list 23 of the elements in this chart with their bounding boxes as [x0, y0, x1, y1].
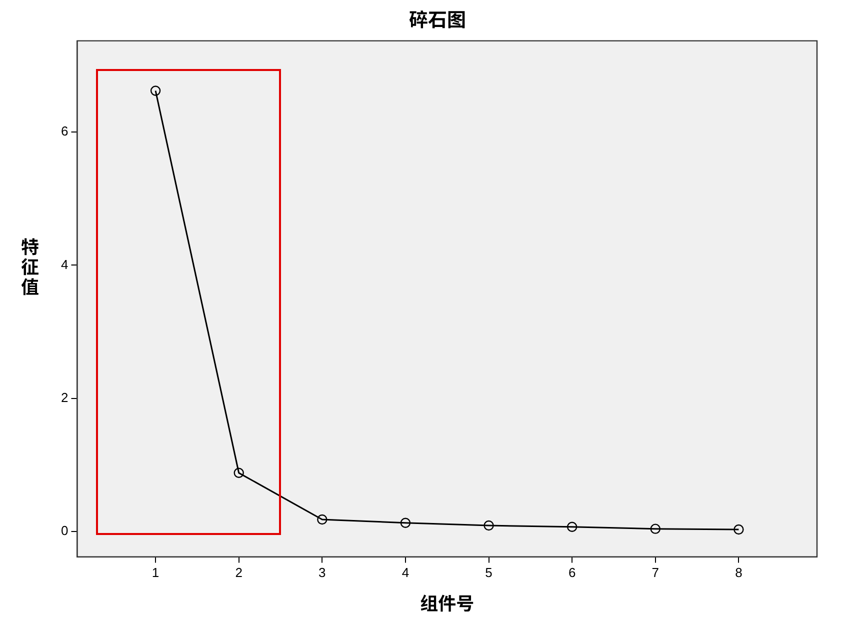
chart-title: 碎石图 — [408, 9, 466, 32]
x-tick-label: 1 — [152, 565, 160, 580]
point — [317, 514, 328, 525]
x-tick-label: 8 — [735, 565, 742, 580]
x-tick-label: 2 — [235, 565, 242, 580]
y-tick-label: 0 — [60, 523, 68, 538]
point — [484, 520, 494, 531]
y-tick-label: 4 — [60, 256, 68, 272]
x-tick-label: 7 — [652, 565, 659, 580]
x-axis-title: 组件号 — [420, 594, 474, 615]
x-tick-label: 6 — [568, 565, 576, 580]
point — [650, 524, 660, 534]
point — [734, 524, 744, 535]
x-tick-label: 4 — [402, 565, 410, 580]
point — [400, 518, 411, 528]
x-tick-label: 3 — [318, 565, 326, 580]
y-tick-label: 6 — [60, 124, 68, 139]
point — [150, 86, 161, 96]
y-axis-title: 特征值 — [21, 237, 39, 298]
y-tick-label: 2 — [60, 390, 68, 405]
point — [566, 522, 578, 532]
x-tick-label: 5 — [485, 565, 492, 580]
point — [234, 468, 244, 478]
